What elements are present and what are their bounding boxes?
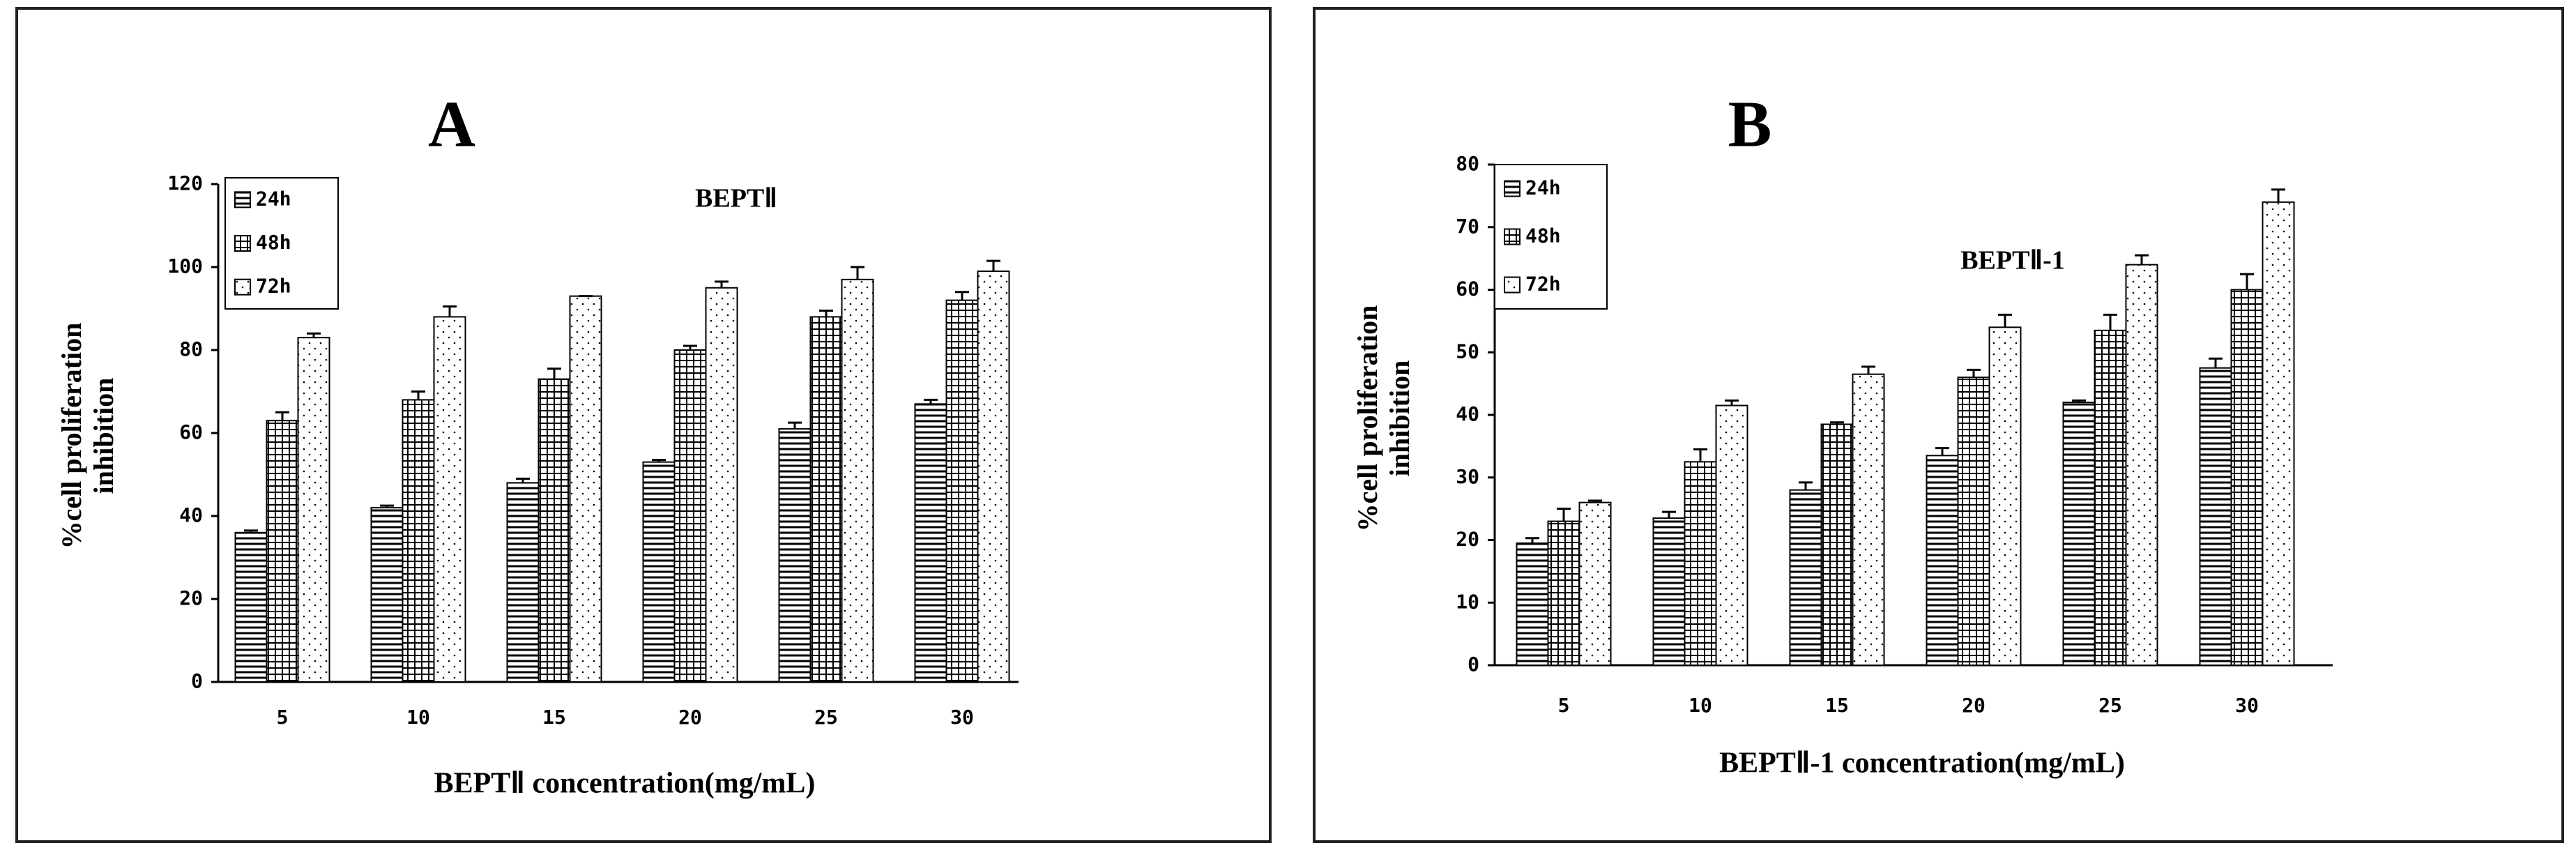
y-tick-label: 40 <box>1456 402 1479 425</box>
bar <box>1684 461 1717 666</box>
legend-swatch <box>234 235 251 252</box>
y-tick-label: 80 <box>1456 152 1479 175</box>
legend-label: 72h <box>256 275 291 298</box>
y-axis-label: inhibition <box>1384 361 1415 477</box>
bar <box>642 461 676 683</box>
x-tick-label: 5 <box>277 706 289 729</box>
subtitle: BEPTⅡ <box>695 184 777 213</box>
bar <box>2094 329 2127 666</box>
y-axis-label: %cell proliferation <box>1352 305 1383 532</box>
x-tick-label: 30 <box>950 706 974 729</box>
bar <box>2230 289 2264 666</box>
bar <box>1988 326 2022 666</box>
bar <box>569 295 602 683</box>
y-tick-label: 80 <box>179 337 203 361</box>
y-tick-label: 60 <box>1456 278 1479 301</box>
bar <box>538 378 571 683</box>
y-tick-label: 40 <box>179 503 203 526</box>
bar <box>841 278 874 683</box>
bar <box>433 316 466 683</box>
y-tick-label: 120 <box>167 172 203 195</box>
bar <box>370 507 404 683</box>
bar <box>945 299 979 683</box>
y-tick-label: 0 <box>1468 653 1479 676</box>
subtitle: BEPTⅡ-1 <box>1960 246 2065 275</box>
y-tick-label: 0 <box>191 669 203 692</box>
x-axis-label: BEPTⅡ concentration(mg/mL) <box>434 768 816 800</box>
bar <box>2262 201 2295 667</box>
legend-label: 48h <box>1525 225 1561 248</box>
x-tick-label: 25 <box>814 706 838 729</box>
legend-swatch <box>234 278 251 296</box>
bar <box>297 337 330 683</box>
x-tick-label: 10 <box>406 706 430 729</box>
bar <box>673 349 707 683</box>
bar <box>778 428 811 683</box>
bar <box>1652 517 1686 667</box>
legend-swatch <box>1504 276 1521 294</box>
legend-swatch <box>1504 180 1521 197</box>
bar <box>1957 377 1990 667</box>
x-tick-label: 10 <box>1689 694 1712 717</box>
bar <box>977 270 1010 683</box>
bar <box>2199 367 2232 666</box>
y-tick-label: 30 <box>1456 465 1479 488</box>
legend-label: 72h <box>1525 273 1561 296</box>
legend-swatch <box>1504 228 1521 245</box>
legend-label: 24h <box>256 187 291 210</box>
bar <box>914 403 947 683</box>
bar <box>1789 489 1822 667</box>
y-axis-label: %cell proliferation <box>56 323 87 549</box>
y-tick-label: 100 <box>167 255 203 278</box>
bar <box>809 316 843 683</box>
legend-swatch <box>234 191 251 208</box>
bar <box>266 420 299 683</box>
panel-border <box>1313 7 2564 843</box>
x-axis-label: BEPTⅡ-1 concentration(mg/mL) <box>1719 747 2125 780</box>
bar <box>506 482 540 683</box>
bar <box>1715 404 1748 666</box>
bar <box>1926 455 1959 667</box>
y-tick-label: 70 <box>1456 215 1479 238</box>
bar <box>1820 423 1854 667</box>
y-tick-label: 10 <box>1456 590 1479 613</box>
bar <box>234 531 268 683</box>
bar <box>2125 264 2158 667</box>
x-tick-label: 5 <box>1558 694 1570 717</box>
panel-title: A <box>428 89 475 161</box>
bar <box>1852 373 1885 666</box>
bar <box>402 399 435 683</box>
y-tick-label: 50 <box>1456 340 1479 363</box>
x-tick-label: 15 <box>1825 694 1849 717</box>
panel-title: B <box>1728 89 1772 161</box>
x-tick-label: 20 <box>1962 694 1986 717</box>
bar <box>1578 501 1612 667</box>
bar <box>705 287 738 683</box>
x-tick-label: 20 <box>678 706 702 729</box>
y-tick-label: 60 <box>179 420 203 443</box>
legend-label: 48h <box>256 231 291 254</box>
x-tick-label: 15 <box>542 706 566 729</box>
x-tick-label: 25 <box>2098 694 2122 717</box>
panel-border <box>15 7 1272 843</box>
y-tick-label: 20 <box>179 586 203 609</box>
bar <box>1547 520 1580 667</box>
y-tick-label: 20 <box>1456 528 1479 551</box>
x-tick-label: 30 <box>2235 694 2259 717</box>
bar <box>2062 402 2096 666</box>
y-axis-label: inhibition <box>88 378 119 494</box>
legend-label: 24h <box>1525 176 1561 199</box>
bar <box>1516 542 1549 666</box>
